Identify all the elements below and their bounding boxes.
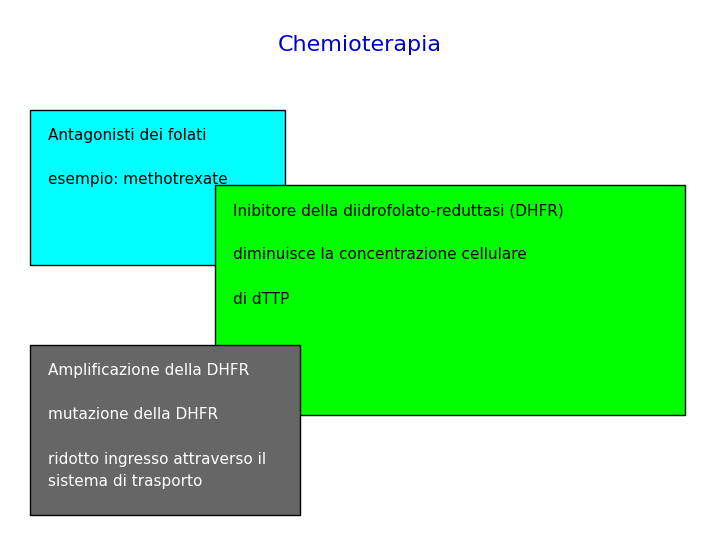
Bar	[30, 345, 300, 515]
Text: Antagonisti dei folati

esempio: methotrexate: Antagonisti dei folati esempio: methotre…	[48, 128, 228, 187]
Text: Amplificazione della DHFR

mutazione della DHFR

ridotto ingresso attraverso il
: Amplificazione della DHFR mutazione dell…	[48, 363, 266, 489]
Bar	[30, 110, 285, 265]
Bar	[215, 185, 685, 415]
Text: Inibitore della diidrofolato-reduttasi (DHFR)

diminuisce la concentrazione cell: Inibitore della diidrofolato-reduttasi (…	[233, 203, 564, 307]
Text: Chemioterapia: Chemioterapia	[278, 35, 442, 55]
